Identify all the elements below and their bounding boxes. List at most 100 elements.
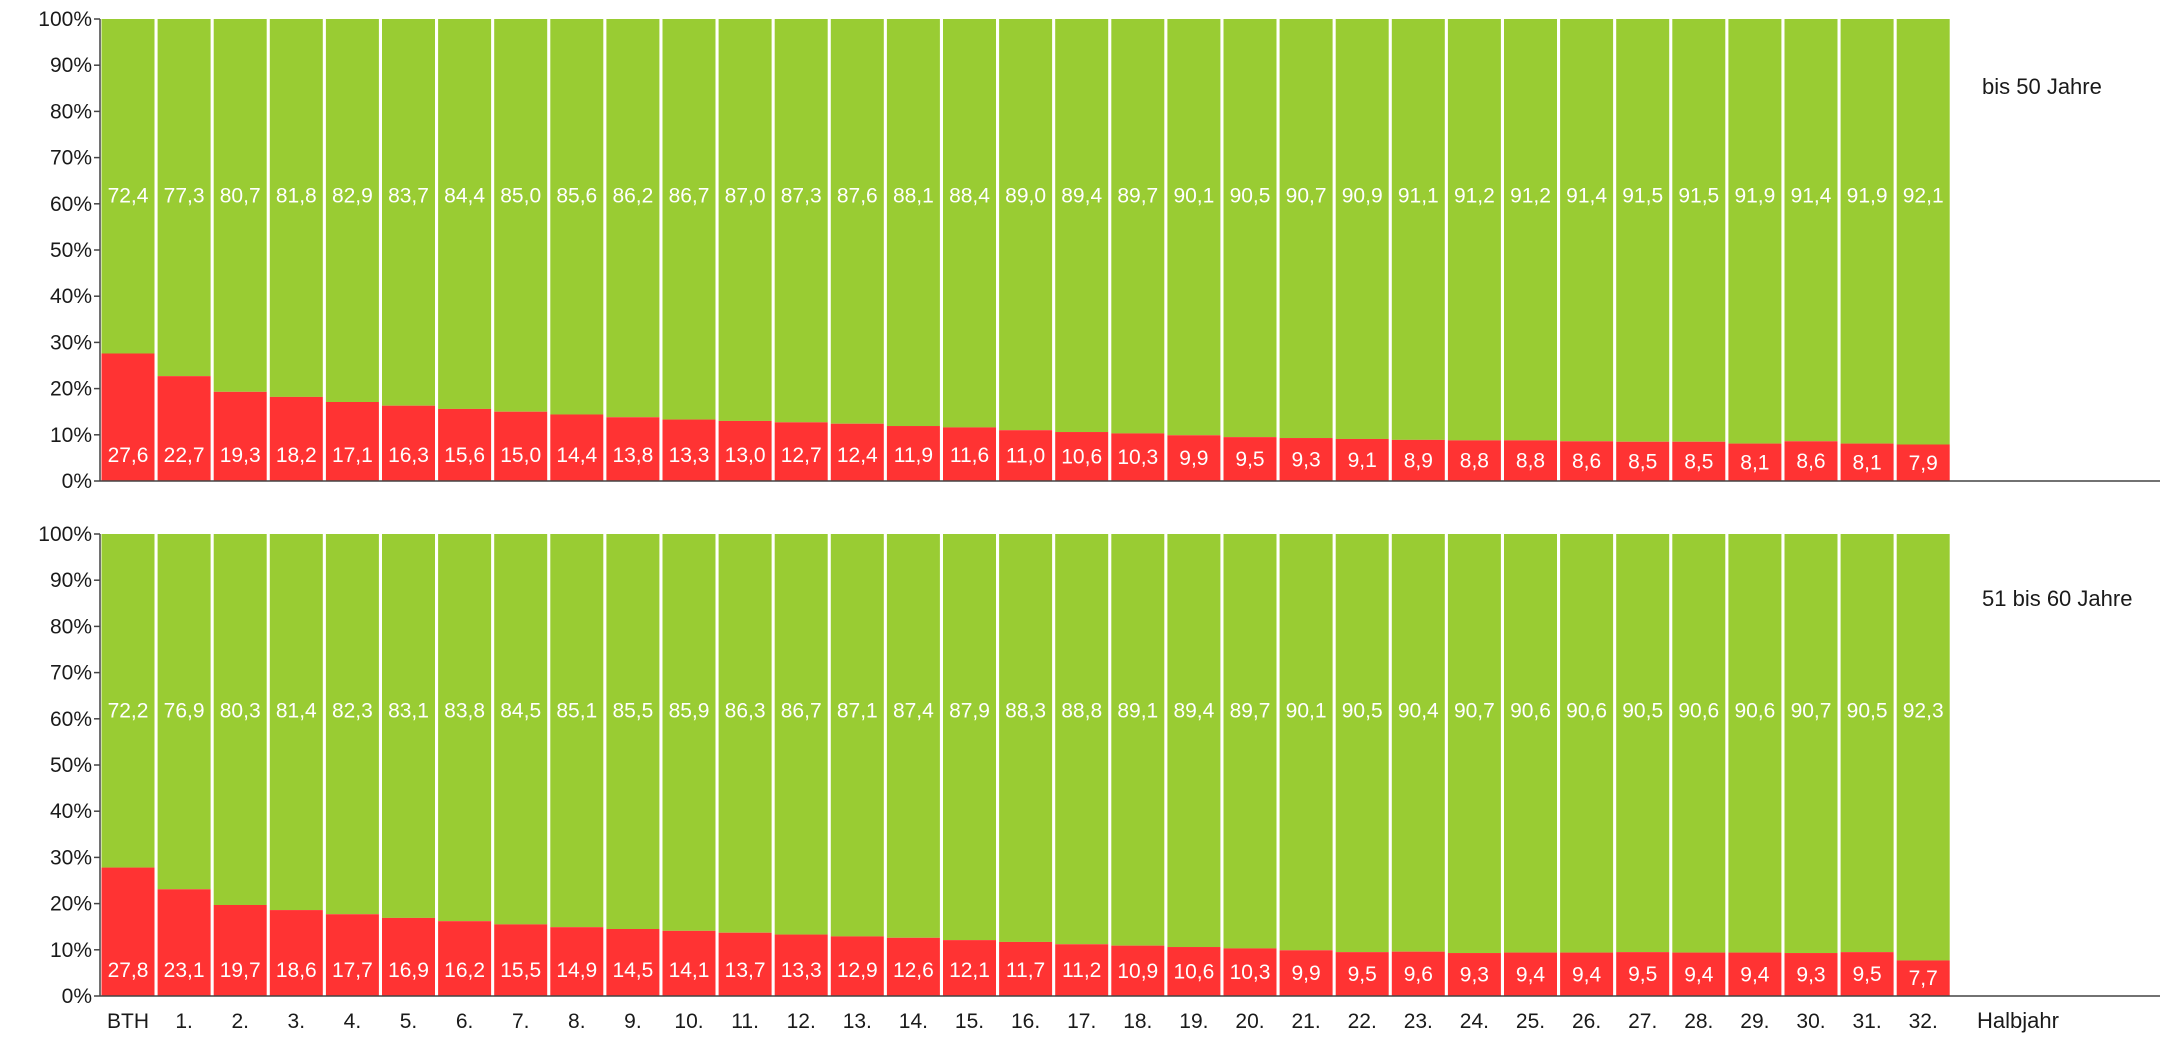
y-tick-label: 60% [50, 193, 92, 216]
bar-upper-8 [494, 19, 548, 412]
data-label-lower: 8,1 [1740, 451, 1769, 474]
bar-lower-5 [325, 401, 379, 481]
data-label-upper: 90,1 [1286, 700, 1327, 723]
data-label-lower: 9,9 [1291, 962, 1320, 985]
bar-upper-13 [774, 534, 828, 935]
bar-upper-3 [213, 534, 267, 905]
data-label-lower: 7,9 [1909, 452, 1938, 475]
bar-lower-21 [1223, 437, 1277, 481]
data-label-lower: 14,9 [556, 959, 597, 982]
bar-upper-21 [1223, 534, 1277, 949]
data-label-lower: 22,7 [164, 444, 205, 467]
y-tick-label: 0% [62, 470, 92, 493]
bar-lower-22 [1279, 438, 1333, 481]
bar-lower-14 [830, 423, 884, 481]
data-label-upper: 90,6 [1734, 700, 1775, 723]
y-tick-label: 70% [50, 662, 92, 685]
bar-upper-18 [1055, 534, 1109, 945]
x-tick-label: 9. [624, 1010, 642, 1033]
data-label-lower: 16,3 [388, 444, 429, 467]
data-label-lower: 8,5 [1684, 450, 1713, 473]
data-label-lower: 12,1 [949, 959, 990, 982]
bar-upper-12 [718, 19, 772, 421]
data-label-upper: 80,3 [220, 700, 261, 723]
bar-lower-32 [1840, 952, 1894, 996]
bar-lower-10 [606, 929, 660, 996]
bar-upper-9 [550, 19, 604, 415]
data-label-upper: 84,5 [500, 700, 541, 723]
data-label-lower: 11,2 [1062, 959, 1101, 982]
data-label-lower: 13,7 [725, 959, 766, 982]
x-tick-label: 10. [674, 1010, 703, 1033]
bar-lower-25 [1447, 440, 1501, 481]
data-label-lower: 9,4 [1516, 963, 1546, 986]
data-label-upper: 90,6 [1566, 700, 1607, 723]
data-label-upper: 90,5 [1230, 185, 1271, 208]
bar-lower-24 [1391, 439, 1445, 481]
data-label-upper: 86,7 [669, 185, 710, 208]
bar-lower-11 [662, 419, 716, 481]
bar-upper-13 [774, 19, 828, 423]
bar-lower-15 [886, 426, 940, 481]
data-label-upper: 88,3 [1005, 700, 1046, 723]
bar-lower-28 [1616, 441, 1670, 481]
bar-upper-33 [1896, 19, 1950, 445]
data-label-upper: 83,8 [444, 700, 485, 723]
bar-upper-33 [1896, 534, 1950, 961]
y-tick-label: 10% [50, 939, 92, 962]
bar-upper-3 [213, 19, 267, 392]
data-label-upper: 72,2 [108, 700, 149, 723]
bar-lower-26 [1504, 440, 1557, 481]
data-label-lower: 15,0 [500, 444, 541, 467]
data-label-upper: 89,0 [1005, 185, 1046, 208]
bar-upper-30 [1728, 534, 1782, 953]
data-label-lower: 16,9 [388, 959, 429, 982]
y-tick-label: 80% [50, 615, 92, 638]
data-label-upper: 76,9 [164, 700, 205, 723]
bar-upper-28 [1616, 19, 1670, 442]
bar-upper-26 [1504, 19, 1557, 441]
bar-upper-1 [101, 19, 155, 354]
data-label-lower: 12,9 [837, 959, 878, 982]
bar-lower-5 [325, 914, 379, 996]
y-tick-label: 20% [50, 378, 92, 401]
data-label-upper: 89,7 [1230, 700, 1271, 723]
bar-upper-16 [943, 534, 996, 941]
bar-upper-25 [1447, 534, 1501, 954]
y-tick-label: 50% [50, 239, 92, 262]
bar-lower-21 [1223, 948, 1277, 996]
bar-upper-17 [999, 534, 1053, 942]
data-label-lower: 18,2 [276, 444, 317, 467]
data-label-lower: 13,0 [725, 444, 766, 467]
data-label-lower: 13,3 [669, 444, 710, 467]
bar-lower-8 [494, 411, 548, 481]
data-label-upper: 91,4 [1791, 185, 1832, 208]
bar-lower-29 [1672, 441, 1726, 481]
bar-upper-27 [1560, 534, 1614, 953]
y-tick-label: 20% [50, 893, 92, 916]
data-label-lower: 9,4 [1684, 963, 1714, 986]
bar-lower-12 [718, 932, 772, 996]
data-label-lower: 9,6 [1404, 963, 1433, 986]
data-label-upper: 90,5 [1622, 700, 1663, 723]
bar-upper-4 [269, 534, 323, 911]
bar-lower-4 [269, 396, 323, 481]
bar-lower-2 [157, 376, 211, 481]
panel-title: 51 bis 60 Jahre [1982, 586, 2132, 611]
bar-lower-33 [1896, 960, 1950, 996]
data-label-upper: 89,4 [1173, 700, 1214, 723]
y-tick-label: 100% [38, 523, 92, 546]
data-label-upper: 90,6 [1678, 700, 1719, 723]
bar-lower-17 [999, 430, 1053, 481]
x-tick-label: 26. [1572, 1010, 1601, 1033]
y-tick-label: 80% [50, 100, 92, 123]
data-label-upper: 85,6 [556, 185, 597, 208]
bar-lower-17 [999, 941, 1053, 996]
data-label-upper: 77,3 [164, 185, 205, 208]
data-label-upper: 89,7 [1117, 185, 1158, 208]
data-label-upper: 88,1 [893, 185, 934, 208]
bar-lower-10 [606, 417, 660, 481]
data-label-upper: 89,4 [1061, 185, 1102, 208]
data-label-upper: 90,5 [1342, 700, 1383, 723]
